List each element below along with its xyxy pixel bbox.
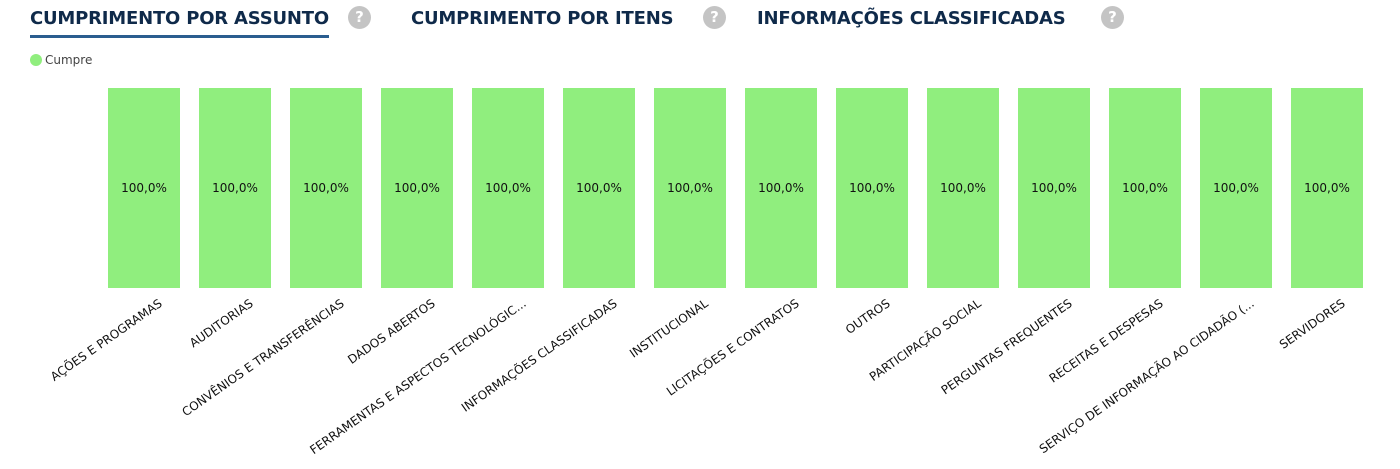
bar[interactable] bbox=[1291, 88, 1363, 288]
bar-value-label: 100,0% bbox=[1122, 181, 1168, 195]
bar-value-label: 100,0% bbox=[303, 181, 349, 195]
bar[interactable] bbox=[472, 88, 544, 288]
bar[interactable] bbox=[1109, 88, 1181, 288]
tab-cumprimento-por-itens[interactable]: CUMPRIMENTO POR ITENS bbox=[411, 8, 674, 29]
bar-value-label: 100,0% bbox=[849, 181, 895, 195]
bar-value-label: 100,0% bbox=[485, 181, 531, 195]
category-label: CONVÊNIOS E TRANSFERÊNCIAS bbox=[179, 295, 347, 419]
category-label: INFORMAÇÕES CLASSIFICADAS bbox=[458, 295, 619, 414]
bar-value-label: 100,0% bbox=[576, 181, 622, 195]
category-label: INSTITUCIONAL bbox=[627, 296, 711, 361]
bar[interactable] bbox=[108, 88, 180, 288]
legend-label: Cumpre bbox=[45, 53, 93, 67]
chart-legend[interactable]: Cumpre bbox=[30, 53, 92, 67]
bar[interactable] bbox=[927, 88, 999, 288]
value-label-group: 100,0% 100,0% 100,0% 100,0% 100,0% 100,0% 100,… bbox=[121, 181, 1350, 195]
help-icon[interactable]: ? bbox=[1101, 6, 1124, 29]
bar[interactable] bbox=[381, 88, 453, 288]
category-label: OUTROS bbox=[843, 296, 893, 337]
category-label: AÇÕES E PROGRAMAS bbox=[47, 295, 164, 383]
bar[interactable] bbox=[654, 88, 726, 288]
category-label: AUDITORIAS bbox=[187, 296, 256, 350]
tab-informacoes-classificadas[interactable]: INFORMAÇÕES CLASSIFICADAS bbox=[757, 8, 1066, 29]
bar-value-label: 100,0% bbox=[394, 181, 440, 195]
bar-value-label: 100,0% bbox=[121, 181, 167, 195]
bar[interactable] bbox=[836, 88, 908, 288]
bar-value-label: 100,0% bbox=[758, 181, 804, 195]
bar[interactable] bbox=[563, 88, 635, 288]
legend-swatch bbox=[30, 54, 42, 66]
bar-value-label: 100,0% bbox=[1031, 181, 1077, 195]
bar-value-label: 100,0% bbox=[212, 181, 258, 195]
tab-bar: CUMPRIMENTO POR ASSUNTO ? CUMPRIMENTO PO… bbox=[0, 0, 1400, 40]
bar-value-label: 100,0% bbox=[1304, 181, 1350, 195]
bar[interactable] bbox=[1018, 88, 1090, 288]
category-label: DADOS ABERTOS bbox=[345, 296, 438, 367]
help-icon[interactable]: ? bbox=[703, 6, 726, 29]
bar-group bbox=[108, 88, 1363, 288]
bar[interactable] bbox=[290, 88, 362, 288]
bar-value-label: 100,0% bbox=[667, 181, 713, 195]
bar[interactable] bbox=[199, 88, 271, 288]
bar-value-label: 100,0% bbox=[940, 181, 986, 195]
bar[interactable] bbox=[745, 88, 817, 288]
bar-value-label: 100,0% bbox=[1213, 181, 1259, 195]
help-icon[interactable]: ? bbox=[348, 6, 371, 29]
tab-cumprimento-por-assunto[interactable]: CUMPRIMENTO POR ASSUNTO bbox=[30, 8, 329, 38]
bar[interactable] bbox=[1200, 88, 1272, 288]
category-label: SERVIDORES bbox=[1277, 296, 1348, 352]
